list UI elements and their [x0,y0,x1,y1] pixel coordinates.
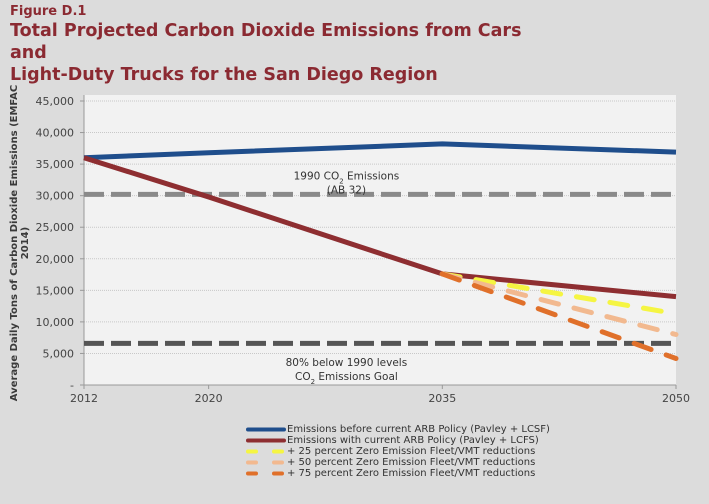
chart-title-line-2: Light-Duty Trucks for the San Diego Regi… [10,65,438,85]
y-tick-label: 20,000 [36,253,75,266]
annotations: 1990 CO2 Emissions(AB 32) 80% below 1990 … [286,171,408,386]
reference-lines [84,191,676,346]
legend-label: + 25 percent Zero Emission Fleet/VMT red… [287,446,536,457]
axes [83,95,677,389]
annotation-emissions-goal: CO2 Emissions Goal [295,371,398,386]
y-tick-label: 15,000 [36,284,75,297]
y-tick-label: - [70,379,74,392]
x-tick-label: 2020 [195,392,223,405]
legend-label: + 50 percent Zero Emission Fleet/VMT red… [287,457,536,468]
legend-item: Emissions before current ARB Policy (Pav… [246,424,550,435]
chart-title: Total Projected Carbon Dioxide Emissions… [10,20,530,86]
annotation-ab32: (AB 32) [327,185,366,197]
legend-label: Emissions before current ARB Policy (Pav… [287,424,550,435]
y-tick-label: 40,000 [36,127,75,140]
legend-swatch [246,427,286,432]
legend-item: Emissions with current ARB Policy (Pavle… [246,435,550,446]
annotation-80pct-below: 80% below 1990 levels [286,357,408,369]
legend-swatch [246,449,286,454]
y-tick-label: 35,000 [36,158,75,171]
series-line [439,271,679,338]
chart-title-line-1: Total Projected Carbon Dioxide Emissions… [10,21,522,63]
annotation-1990-emissions: 1990 CO2 Emissions [294,171,400,186]
y-tick-label: 30,000 [36,190,75,203]
series-lines [83,141,679,361]
figure-label: Figure D.1 [10,4,87,19]
legend-item: + 50 percent Zero Emission Fleet/VMT red… [246,457,550,468]
y-tick-label: 25,000 [36,221,75,234]
series-line [83,155,677,300]
x-tick-label: 2035 [428,392,456,405]
series-line [439,271,679,361]
series-line [83,141,677,161]
legend-item: + 75 percent Zero Emission Fleet/VMT red… [246,468,550,479]
tick-labels: - 5,000 10,000 15,000 20,000 25,000 30,000 35,0… [36,95,691,405]
gridlines [80,100,676,386]
series-line [439,271,679,317]
y-tick-label: 10,000 [36,316,75,329]
legend-swatch [246,471,286,476]
legend-item: + 25 percent Zero Emission Fleet/VMT red… [246,446,550,457]
plot-background [84,95,676,385]
x-tick-label: 2012 [70,392,98,405]
legend-swatch [246,460,286,465]
y-tick-label: 45,000 [36,95,75,108]
legend-label: + 75 percent Zero Emission Fleet/VMT red… [287,468,536,479]
legend-swatch [246,438,286,443]
legend: Emissions before current ARB Policy (Pav… [246,424,550,479]
y-tick-label: 5,000 [43,347,75,360]
legend-label: Emissions with current ARB Policy (Pavle… [287,435,539,446]
x-tick-label: 2050 [662,392,690,405]
